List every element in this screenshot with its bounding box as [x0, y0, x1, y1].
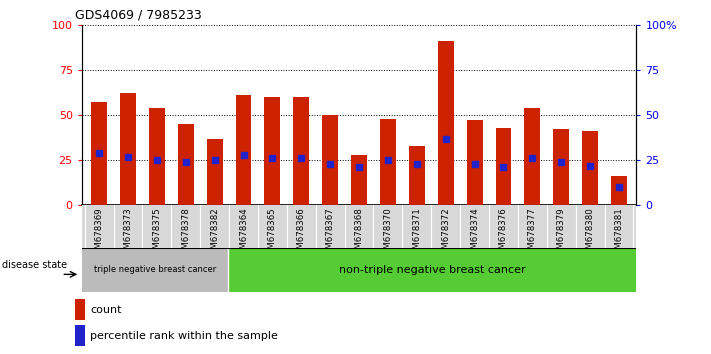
- Text: GSM678366: GSM678366: [296, 207, 306, 260]
- Text: GSM678370: GSM678370: [383, 207, 392, 260]
- Text: GDS4069 / 7985233: GDS4069 / 7985233: [75, 8, 201, 21]
- Text: GSM678378: GSM678378: [181, 207, 191, 260]
- Text: GSM678379: GSM678379: [557, 207, 566, 260]
- Bar: [582, 131, 598, 205]
- Bar: [149, 108, 165, 205]
- Text: GSM678380: GSM678380: [586, 207, 594, 260]
- Bar: [322, 115, 338, 205]
- Text: GSM678365: GSM678365: [268, 207, 277, 260]
- Text: disease state: disease state: [1, 261, 67, 270]
- Bar: [496, 128, 511, 205]
- Text: triple negative breast cancer: triple negative breast cancer: [94, 266, 216, 274]
- Bar: [235, 95, 252, 205]
- Text: count: count: [90, 305, 122, 315]
- Bar: [351, 155, 367, 205]
- Text: GSM678364: GSM678364: [239, 207, 248, 260]
- Bar: [207, 138, 223, 205]
- Text: GSM678374: GSM678374: [470, 207, 479, 260]
- Text: GSM678371: GSM678371: [412, 207, 422, 260]
- Text: GSM678376: GSM678376: [499, 207, 508, 260]
- Text: GSM678382: GSM678382: [210, 207, 219, 260]
- Bar: [380, 119, 396, 205]
- Text: percentile rank within the sample: percentile rank within the sample: [90, 331, 278, 341]
- Bar: [228, 248, 636, 292]
- Bar: [264, 97, 280, 205]
- Text: non-triple negative breast cancer: non-triple negative breast cancer: [338, 265, 525, 275]
- Bar: [294, 97, 309, 205]
- Text: GSM678367: GSM678367: [326, 207, 335, 260]
- Text: GSM678372: GSM678372: [442, 207, 450, 260]
- Bar: [553, 130, 570, 205]
- Bar: [75, 325, 85, 346]
- Bar: [75, 299, 85, 320]
- Text: GSM678381: GSM678381: [614, 207, 624, 260]
- Bar: [525, 108, 540, 205]
- Bar: [120, 93, 136, 205]
- Bar: [438, 41, 454, 205]
- Bar: [409, 146, 424, 205]
- Bar: [466, 120, 483, 205]
- Text: GSM678368: GSM678368: [355, 207, 363, 260]
- Bar: [91, 102, 107, 205]
- Text: GSM678377: GSM678377: [528, 207, 537, 260]
- Bar: [611, 176, 627, 205]
- Bar: [178, 124, 193, 205]
- Bar: [82, 248, 228, 292]
- Text: GSM678375: GSM678375: [152, 207, 161, 260]
- Text: GSM678369: GSM678369: [95, 207, 104, 260]
- Text: GSM678373: GSM678373: [124, 207, 132, 260]
